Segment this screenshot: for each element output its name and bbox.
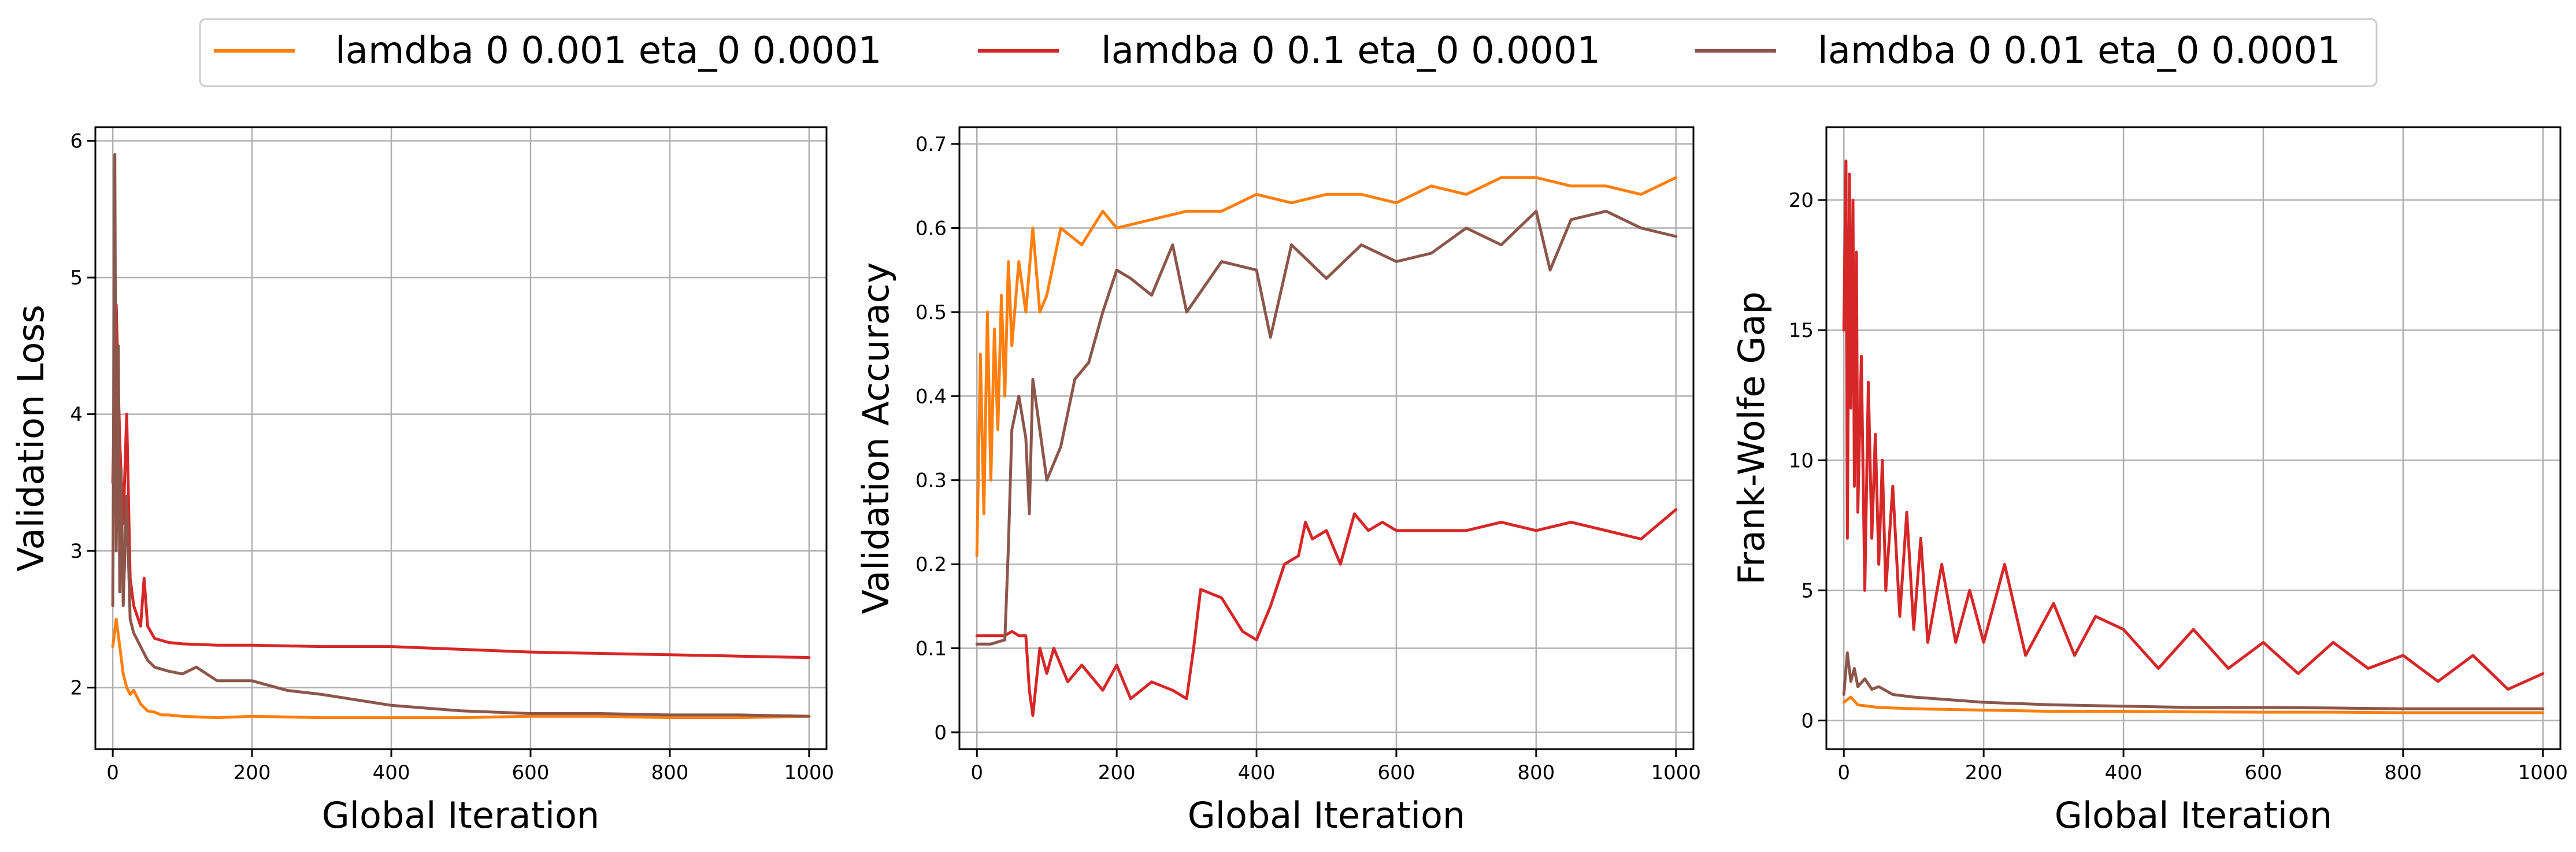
x-tick-label: 0 [1837, 761, 1850, 784]
y-tick-label: 20 [1789, 189, 1814, 212]
y-tick-label: 6 [70, 130, 83, 153]
x-tick-label: 600 [2244, 761, 2282, 784]
y-tick-label: 0 [934, 721, 947, 744]
x-tick-label: 200 [233, 761, 271, 784]
plot-frame [1825, 126, 2562, 750]
x-axis-label: Global Iteration [322, 794, 599, 836]
plot-frame [94, 126, 828, 750]
y-axis-label: Frank-Wolfe Gap [1730, 291, 1773, 585]
x-tick-label: 1000 [784, 761, 835, 784]
series-line-1 [975, 508, 1678, 717]
plot-frame [958, 126, 1695, 750]
series-lines [975, 176, 1678, 717]
x-tick-label: 0 [106, 761, 119, 784]
x-tick-label: 200 [1965, 761, 2003, 784]
series-line-2 [111, 153, 811, 718]
x-tick-label: 400 [373, 761, 410, 784]
y-tick-label: 15 [1789, 319, 1814, 342]
x-tick-label: 800 [651, 761, 688, 784]
legend-frame [199, 18, 2378, 87]
y-tick-label: 0.7 [916, 133, 947, 156]
series-line-0 [1842, 695, 2545, 714]
y-tick-label: 2 [70, 677, 83, 700]
panel-frank-wolfe-gap: 0 200 400 600 800 1000 0 5 10 15 20 Global Iterati… [1730, 126, 2568, 836]
y-tick-label: 4 [70, 403, 83, 427]
y-tick-label: 5 [70, 266, 83, 290]
y-tick-label: 0.4 [916, 385, 947, 408]
y-tick-label: 0 [1801, 709, 1814, 732]
x-tick-label: 800 [2384, 761, 2422, 784]
x-tick-label: 1000 [2518, 761, 2568, 784]
series-line-0 [975, 176, 1678, 558]
series-line-2 [1842, 651, 2545, 710]
x-tick-label: 0 [970, 761, 983, 784]
y-tick-label: 5 [1801, 579, 1814, 602]
x-tick-label: 600 [512, 761, 550, 784]
x-tick-label: 200 [1098, 761, 1136, 784]
series-lines [1842, 160, 2545, 714]
y-tick-label: 3 [70, 540, 83, 563]
legend-label-1: lamdba 0 0.1 eta_0 0.0001 [1101, 29, 1600, 72]
series-lines [111, 153, 811, 720]
y-axis-label: Validation Accuracy [855, 262, 897, 614]
x-tick-label: 400 [1238, 761, 1276, 784]
x-tick-label: 1000 [1651, 761, 1701, 784]
panel-validation-accuracy: 0 200 400 600 800 100000.10.20.30.40.50.60.7 … [855, 126, 1701, 836]
y-tick-label: 10 [1789, 449, 1814, 472]
series-line-0 [111, 617, 811, 720]
y-axis-label: Validation Loss [10, 305, 52, 572]
legend: lamdba 0 0.001 eta_0 0.0001 lamdba 0 0.1… [199, 18, 2378, 87]
y-tick-label: 0.2 [916, 553, 947, 576]
ticks: 0 200 400 600 800 1000 0 0.1 0.2 0.3 0.4 0.5 0.6 0.7 [916, 133, 1701, 784]
ticks: 0 200 400 600 800 1000 2 3 4 5 6 [70, 130, 834, 784]
grid [1826, 127, 2560, 749]
series-line-1 [111, 303, 811, 660]
y-tick-label: 0.5 [916, 301, 947, 324]
y-tick-label: 0.6 [916, 217, 947, 240]
grid [959, 127, 1693, 749]
y-tick-label: 0.1 [916, 638, 947, 661]
x-tick-label: 400 [2105, 761, 2143, 784]
series-line-2 [975, 209, 1678, 646]
grid [95, 127, 826, 749]
series-line-1 [1842, 160, 2545, 691]
x-axis-label: Global Iteration [2055, 794, 2332, 836]
x-tick-label: 600 [1377, 761, 1415, 784]
legend-label-2: lamdba 0 0.01 eta_0 0.0001 [1818, 29, 2341, 72]
x-tick-label: 800 [1517, 761, 1555, 784]
x-axis-label: Global Iteration [1188, 794, 1465, 836]
legend-label-0: lamdba 0 0.001 eta_0 0.0001 [335, 29, 881, 72]
ticks: 0 200 400 600 800 1000 0 5 10 15 20 [1789, 189, 2568, 784]
y-tick-label: 0.3 [916, 469, 947, 492]
